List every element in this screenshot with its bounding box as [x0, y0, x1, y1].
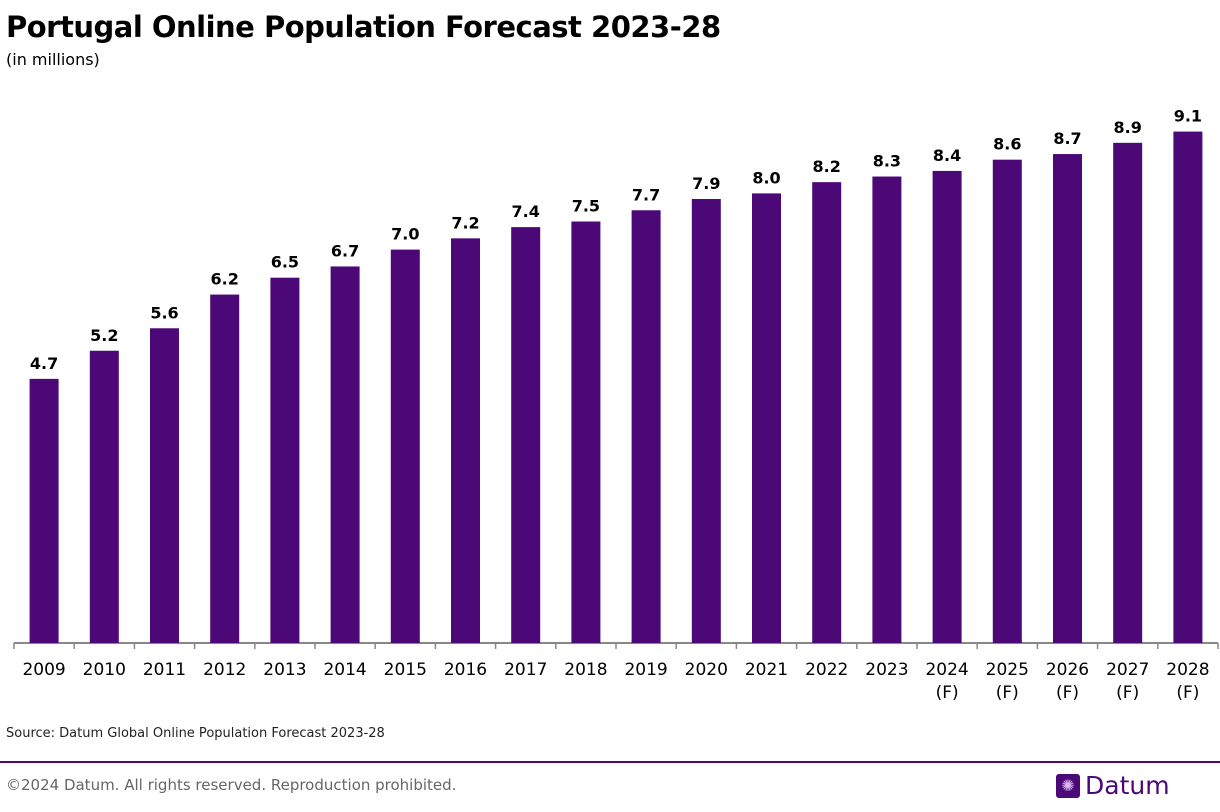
x-tick-label: 2026	[1046, 660, 1089, 680]
bar	[270, 277, 300, 643]
x-tick-label: (F)	[1056, 683, 1079, 703]
data-label: 8.9	[1114, 118, 1142, 137]
data-label: 5.6	[150, 303, 178, 322]
copyright-text: ©2024 Datum. All rights reserved. Reprod…	[6, 776, 457, 794]
bar	[451, 238, 480, 644]
x-tick-label: 2028	[1166, 660, 1209, 680]
x-tick-label: 2015	[384, 660, 427, 680]
x-tick-label: 2009	[22, 660, 65, 680]
data-label: 8.6	[993, 135, 1021, 154]
bar	[29, 378, 59, 643]
x-tick-label: 2022	[805, 660, 848, 680]
bar	[1173, 131, 1203, 643]
data-label: 8.0	[752, 168, 780, 187]
data-label: 5.2	[90, 326, 118, 345]
bar	[812, 182, 842, 643]
data-label: 6.2	[211, 270, 239, 289]
bar	[631, 210, 661, 643]
x-tick-label: 2018	[564, 660, 607, 680]
bar	[752, 193, 781, 643]
data-label: 8.2	[813, 157, 841, 176]
footer-divider	[0, 761, 1220, 763]
data-label: 8.3	[873, 152, 901, 171]
bar-chart: 4.7 2009 5.2 2010 5.6 2011 6.2 2012 6.5 2013 6.7 20…	[13, 107, 1219, 703]
x-tick-label: 2025	[986, 660, 1029, 680]
x-tick-label: 2010	[83, 660, 126, 680]
snowflake-icon: ✺	[1056, 773, 1080, 798]
datum-logo: ✺ Datum	[1056, 771, 1170, 800]
chart-title: Portugal Online Population Forecast 2023…	[6, 10, 721, 44]
data-label: 4.7	[30, 354, 58, 373]
data-label: 9.1	[1174, 107, 1202, 126]
data-label: 7.0	[391, 225, 419, 244]
x-tick-label: (F)	[996, 683, 1019, 703]
source-note: Source: Datum Global Online Population F…	[6, 726, 385, 741]
bar	[571, 221, 601, 643]
x-tick-label: (F)	[1176, 683, 1199, 703]
bar	[89, 350, 119, 643]
x-tick-label: (F)	[1116, 683, 1139, 703]
bar	[932, 170, 962, 644]
bar	[511, 227, 541, 643]
x-tick-label: 2017	[504, 660, 547, 680]
bar	[872, 176, 902, 644]
data-label: 7.9	[692, 174, 720, 193]
data-label: 6.5	[271, 253, 299, 272]
data-label: 8.4	[933, 146, 961, 165]
bar	[691, 199, 721, 643]
x-tick-label: 2013	[263, 660, 306, 680]
logo-text: Datum	[1085, 771, 1170, 800]
x-tick-label: 2019	[624, 660, 667, 680]
x-tick-label: 2021	[745, 660, 788, 680]
data-label: 6.7	[331, 241, 359, 260]
x-tick-label: 2016	[444, 660, 487, 680]
bar	[150, 328, 179, 643]
x-tick-label: 2012	[203, 660, 246, 680]
x-tick-label: (F)	[936, 683, 959, 703]
data-label: 7.5	[572, 197, 600, 216]
bar	[1053, 154, 1082, 643]
x-tick-label: 2027	[1106, 660, 1149, 680]
chart-subtitle: (in millions)	[6, 50, 100, 69]
bar	[330, 266, 360, 643]
bar	[390, 249, 420, 643]
bar	[992, 159, 1022, 643]
x-tick-label: 2024	[925, 660, 968, 680]
bar	[210, 294, 240, 643]
x-tick-label: 2011	[143, 660, 186, 680]
x-tick-label: 2023	[865, 660, 908, 680]
x-tick-label: 2014	[323, 660, 366, 680]
data-label: 7.7	[632, 185, 660, 204]
data-label: 8.7	[1053, 129, 1081, 148]
bar	[1113, 142, 1143, 643]
x-tick-label: 2020	[685, 660, 728, 680]
data-label: 7.4	[512, 202, 540, 221]
data-label: 7.2	[451, 213, 479, 232]
